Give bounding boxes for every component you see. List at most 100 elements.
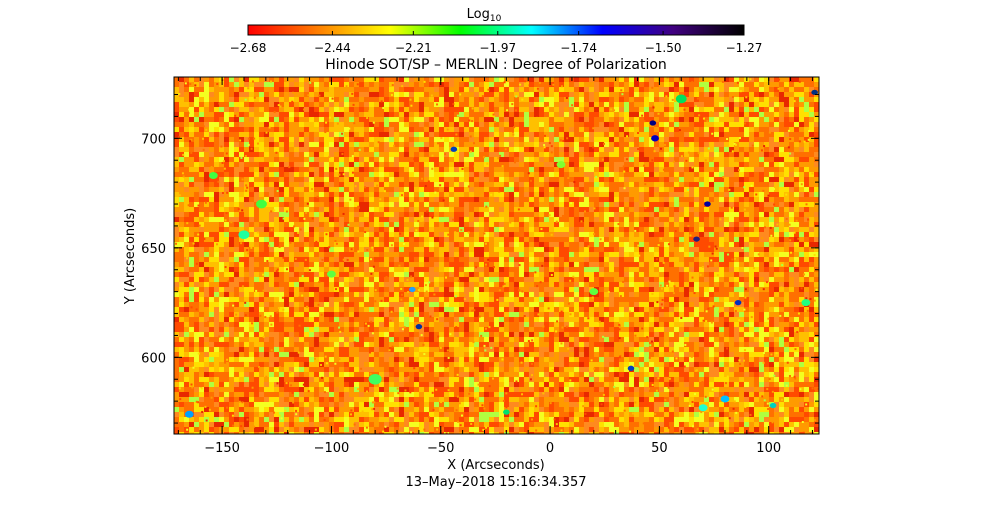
heatmap-cell (504, 292, 509, 297)
heatmap-cell (609, 167, 614, 172)
heatmap-cell (669, 137, 674, 142)
heatmap-cell (349, 132, 354, 137)
heatmap-cell (709, 92, 714, 97)
heatmap-cell (524, 167, 529, 172)
heatmap-cell (259, 282, 264, 287)
heatmap-cell (399, 262, 404, 267)
heatmap-cell (459, 292, 464, 297)
heatmap-cell (389, 87, 394, 92)
heatmap-cell (689, 312, 694, 317)
heatmap-cell (724, 97, 729, 102)
heatmap-cell (639, 257, 644, 262)
heatmap-cell (634, 152, 639, 157)
heatmap-cell (714, 122, 724, 127)
heatmap-cell (674, 267, 679, 277)
heatmap-cell (484, 202, 489, 207)
heatmap-cell (309, 137, 314, 142)
heatmap-cell (799, 187, 804, 192)
heatmap-cell (259, 152, 264, 157)
heatmap-cell (224, 112, 229, 122)
heatmap-cell (674, 187, 679, 192)
heatmap-cell (724, 277, 729, 282)
heatmap-cell (424, 312, 429, 317)
heatmap-cell (369, 292, 374, 297)
heatmap-cell (744, 202, 749, 207)
heatmap-cell (394, 177, 399, 187)
heatmap-cell (639, 122, 644, 127)
heatmap-cell (519, 137, 524, 142)
heatmap-cell (204, 212, 209, 217)
heatmap-cell (489, 117, 494, 122)
heatmap-cell (564, 222, 569, 227)
heatmap-cell (284, 202, 289, 207)
heatmap-cell (604, 87, 609, 92)
heatmap-cell (804, 317, 809, 322)
heatmap-cell (659, 252, 664, 257)
heatmap-cell (309, 207, 314, 212)
heatmap-cell (664, 142, 669, 147)
heatmap-cell (194, 207, 199, 217)
heatmap-cell (309, 302, 314, 307)
heatmap-cell (654, 82, 659, 87)
heatmap-cell (684, 197, 694, 202)
heatmap-cell (409, 212, 414, 217)
heatmap-cell (519, 77, 524, 82)
heatmap-cell (729, 127, 739, 132)
heatmap-cell (429, 197, 434, 202)
heatmap-cell (669, 122, 674, 127)
heatmap-cell (239, 297, 244, 302)
heatmap-cell (204, 257, 209, 262)
heatmap-cell (679, 152, 684, 157)
heatmap-cell (219, 262, 224, 272)
heatmap-cell (644, 167, 649, 172)
heatmap-cell (779, 127, 784, 132)
heatmap-cell (774, 272, 779, 277)
heatmap-cell (464, 187, 469, 192)
heatmap-cell (414, 287, 419, 292)
heatmap-cell (389, 197, 394, 202)
heatmap-cell (274, 127, 279, 132)
heatmap-cell (454, 152, 459, 157)
heatmap-cell (614, 247, 619, 252)
heatmap-cell (739, 117, 744, 127)
heatmap-cell (679, 147, 684, 152)
heatmap-cell (234, 112, 239, 117)
heatmap-cell (299, 187, 304, 192)
heatmap-cell (409, 192, 414, 197)
heatmap-cell (589, 242, 594, 247)
heatmap-cell (209, 312, 214, 317)
heatmap-cell (674, 207, 679, 212)
heatmap-cell (664, 192, 669, 197)
heatmap-cell (659, 172, 664, 177)
heatmap-cell (669, 227, 674, 232)
heatmap-cell (669, 252, 674, 257)
heatmap-cell (704, 102, 714, 107)
heatmap-cell (739, 137, 749, 142)
heatmap-cell (554, 217, 559, 222)
heatmap-cell (594, 137, 599, 142)
heatmap-cell (759, 292, 769, 302)
heatmap-cell (269, 232, 274, 237)
heatmap-cell (604, 177, 609, 182)
heatmap-cell (419, 117, 424, 122)
heatmap-cell (659, 242, 664, 247)
heatmap-cell (779, 252, 784, 257)
heatmap-cell (434, 292, 444, 297)
heatmap-cell (454, 277, 459, 282)
heatmap-cell (509, 267, 519, 272)
heatmap-cell (219, 187, 224, 192)
heatmap-cell (599, 317, 604, 322)
heatmap-cell (234, 127, 244, 132)
heatmap-cell (364, 242, 369, 247)
heatmap-cell (779, 142, 789, 147)
heatmap-cell (369, 172, 374, 177)
heatmap-cell (424, 132, 429, 137)
heatmap-cell (604, 277, 609, 282)
heatmap-field (174, 77, 819, 434)
heatmap-cell (374, 257, 384, 262)
heatmap-cell (764, 197, 769, 202)
heatmap-cell (304, 202, 309, 207)
heatmap-cell (484, 182, 494, 187)
heatmap-cell (639, 87, 644, 92)
heatmap-cell (619, 292, 624, 297)
